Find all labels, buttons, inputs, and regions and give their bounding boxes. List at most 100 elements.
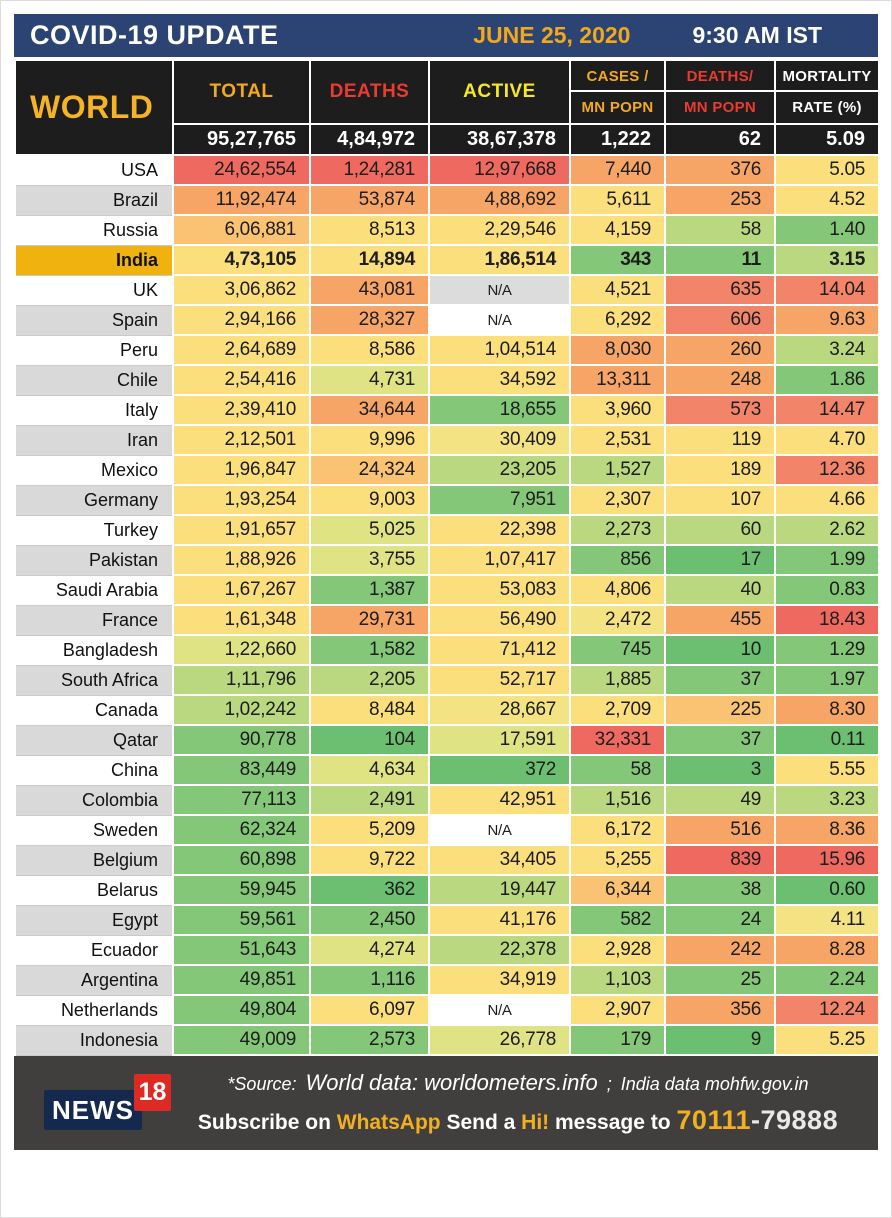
- country-label: Spain: [14, 304, 174, 336]
- cell-deaths: 4,274: [309, 934, 430, 966]
- cell-active: N/A: [428, 994, 571, 1026]
- table-row: Germany 1,93,254 9,003 7,951 2,307 107 4.66: [14, 484, 880, 516]
- cell-deaths: 9,003: [309, 484, 430, 516]
- cell-total: 62,324: [172, 814, 311, 846]
- cell-total: 49,804: [172, 994, 311, 1026]
- country-label: Indonesia: [14, 1024, 174, 1056]
- cell-deaths-per-mn: 11: [664, 244, 776, 276]
- cell-deaths: 34,644: [309, 394, 430, 426]
- table-row: Italy 2,39,410 34,644 18,655 3,960 573 14.47: [14, 394, 880, 426]
- cell-cases-per-mn: 2,273: [569, 514, 666, 546]
- cell-cases-per-mn: 745: [569, 634, 666, 666]
- table-row: Bangladesh 1,22,660 1,582 71,412 745 10 1.29: [14, 634, 880, 666]
- cell-total: 4,73,105: [172, 244, 311, 276]
- cell-deaths-per-mn: 839: [664, 844, 776, 876]
- cell-deaths: 9,722: [309, 844, 430, 876]
- table-row: Brazil 11,92,474 53,874 4,88,692 5,611 253 4.5…: [14, 184, 880, 216]
- country-label: China: [14, 754, 174, 786]
- cell-active: 2,29,546: [428, 214, 571, 246]
- cell-deaths: 362: [309, 874, 430, 906]
- cell-deaths-per-mn: 119: [664, 424, 776, 456]
- cell-deaths-per-mn: 24: [664, 904, 776, 936]
- table-row: Sweden 62,324 5,209 N/A 6,172 516 8.36: [14, 814, 880, 846]
- world-active: 38,67,378: [428, 123, 571, 156]
- table-row: Colombia 77,113 2,491 42,951 1,516 49 3.23: [14, 784, 880, 816]
- cell-cases-per-mn: 6,172: [569, 814, 666, 846]
- cell-total: 1,11,796: [172, 664, 311, 696]
- source-world: World data: worldometers.info: [305, 1070, 598, 1095]
- cell-cases-per-mn: 1,103: [569, 964, 666, 996]
- cell-mortality-rate: 3.15: [774, 244, 880, 276]
- world-summary-row: 95,27,765 4,84,972 38,67,378 1,222 62 5.…: [15, 123, 880, 156]
- column-header-row: WORLD TOTAL DEATHS ACTIVE CASES / MN POPN DEA…: [14, 59, 880, 156]
- cell-active: 53,083: [428, 574, 571, 606]
- cell-cases-per-mn: 2,531: [569, 424, 666, 456]
- cell-cases-per-mn: 3,960: [569, 394, 666, 426]
- country-label: Saudi Arabia: [14, 574, 174, 606]
- cell-deaths: 2,573: [309, 1024, 430, 1056]
- cell-cases-per-mn: 1,516: [569, 784, 666, 816]
- source-india: India data mohfw.gov.in: [620, 1074, 809, 1094]
- cell-deaths: 1,387: [309, 574, 430, 606]
- news18-logo: NEWS 18: [44, 1071, 172, 1135]
- cell-mortality-rate: 0.83: [774, 574, 880, 606]
- cell-cases-per-mn: 5,255: [569, 844, 666, 876]
- covid-table: WORLD TOTAL DEATHS ACTIVE CASES / MN POPN DEA…: [14, 59, 880, 1056]
- table-row: Saudi Arabia 1,67,267 1,387 53,083 4,806 40 0.…: [14, 574, 880, 606]
- country-label: India: [14, 244, 174, 276]
- cell-mortality-rate: 1.40: [774, 214, 880, 246]
- column-header-total: TOTAL: [172, 59, 311, 125]
- cell-active: 23,205: [428, 454, 571, 486]
- cell-total: 1,93,254: [172, 484, 311, 516]
- cell-total: 59,945: [172, 874, 311, 906]
- cell-cases-per-mn: 2,907: [569, 994, 666, 1026]
- cell-deaths: 29,731: [309, 604, 430, 636]
- table-row: Pakistan 1,88,926 3,755 1,07,417 856 17 1.99: [14, 544, 880, 576]
- cell-deaths-per-mn: 225: [664, 694, 776, 726]
- cell-mortality-rate: 12.24: [774, 994, 880, 1026]
- cell-mortality-rate: 14.47: [774, 394, 880, 426]
- cell-active: 1,04,514: [428, 334, 571, 366]
- cell-active: 52,717: [428, 664, 571, 696]
- cell-deaths-per-mn: 248: [664, 364, 776, 396]
- page-title: COVID-19 UPDATE: [30, 20, 279, 50]
- cell-deaths: 1,582: [309, 634, 430, 666]
- cell-deaths: 1,24,281: [309, 154, 430, 186]
- cell-total: 2,54,416: [172, 364, 311, 396]
- phone-number-gold: 70111: [676, 1105, 752, 1135]
- table-row: Spain 2,94,166 28,327 N/A 6,292 606 9.63: [14, 304, 880, 336]
- cell-active: 28,667: [428, 694, 571, 726]
- cell-cases-per-mn: 179: [569, 1024, 666, 1056]
- cell-total: 1,61,348: [172, 604, 311, 636]
- subscribe-text-1: Subscribe on: [197, 1111, 331, 1134]
- world-cases-per-mn: 1,222: [569, 123, 666, 156]
- cell-active: 22,378: [428, 934, 571, 966]
- cell-deaths: 4,634: [309, 754, 430, 786]
- country-label: France: [14, 604, 174, 636]
- cell-deaths: 28,327: [309, 304, 430, 336]
- column-header-deaths-per-mn: DEATHS/MN POPN: [664, 59, 776, 125]
- table-row: USA 24,62,554 1,24,281 12,97,668 7,440 376 5.0…: [14, 154, 880, 186]
- cell-active: 19,447: [428, 874, 571, 906]
- cell-cases-per-mn: 6,292: [569, 304, 666, 336]
- cell-deaths-per-mn: 38: [664, 874, 776, 906]
- table-row: Indonesia 49,009 2,573 26,778 179 9 5.25: [14, 1024, 880, 1056]
- table-row: UK 3,06,862 43,081 N/A 4,521 635 14.04: [14, 274, 880, 306]
- cell-mortality-rate: 1.29: [774, 634, 880, 666]
- footer-text: *Source: World data: worldometers.info ;…: [172, 1070, 864, 1136]
- cell-total: 1,88,926: [172, 544, 311, 576]
- country-label: Peru: [14, 334, 174, 366]
- cell-deaths-per-mn: 455: [664, 604, 776, 636]
- country-label: Brazil: [14, 184, 174, 216]
- cell-active: 12,97,668: [428, 154, 571, 186]
- country-label: Bangladesh: [14, 634, 174, 666]
- cell-cases-per-mn: 32,331: [569, 724, 666, 756]
- cell-deaths-per-mn: 60: [664, 514, 776, 546]
- source-prefix: *Source:: [227, 1074, 297, 1094]
- country-label: Colombia: [14, 784, 174, 816]
- cell-mortality-rate: 3.23: [774, 784, 880, 816]
- cell-cases-per-mn: 1,885: [569, 664, 666, 696]
- source-separator: ;: [606, 1074, 612, 1094]
- cell-mortality-rate: 4.66: [774, 484, 880, 516]
- table-row: India 4,73,105 14,894 1,86,514 343 11 3.15: [14, 244, 880, 276]
